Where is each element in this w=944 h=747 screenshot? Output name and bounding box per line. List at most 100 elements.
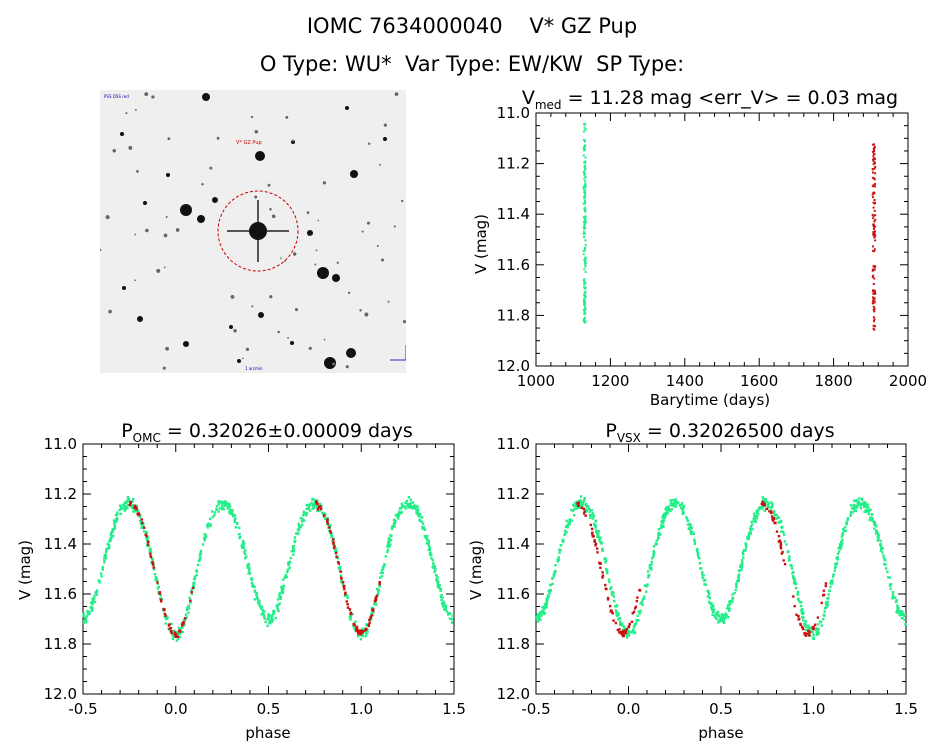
- y-tick-label: 12.0: [497, 685, 530, 703]
- phase-point-omc: [565, 519, 568, 523]
- phase-point-omc: [781, 530, 784, 533]
- phase-point-omc: [441, 603, 445, 606]
- phase-point-omc: [373, 602, 376, 606]
- phase-point-vsx: [168, 627, 171, 630]
- phase-point-omc: [853, 506, 857, 509]
- phase-point-vsx: [329, 531, 332, 534]
- finder-faint-star: [163, 266, 166, 269]
- phase-point-omc: [545, 602, 548, 606]
- phase-point-omc: [837, 547, 841, 550]
- phase-point-vsx: [621, 634, 625, 638]
- phase-point-omc: [443, 604, 446, 607]
- phase-point-omc: [89, 601, 93, 605]
- phase-point-omc: [381, 571, 384, 574]
- phase-point-omc: [386, 548, 390, 552]
- phase-point-omc: [427, 544, 431, 548]
- phase-point-omc: [418, 518, 422, 521]
- phase-point-omc: [541, 605, 544, 609]
- finder-faint-star: [308, 346, 312, 350]
- phase-point-omc: [337, 566, 340, 570]
- phase-point-omc: [128, 500, 131, 503]
- phase-point-omc: [275, 604, 278, 607]
- phase-point-vsx: [149, 555, 153, 559]
- phase-point-vsx: [633, 607, 637, 610]
- phase-point-omc: [689, 523, 692, 526]
- phase-point-omc: [750, 520, 753, 524]
- phase-point-omc: [594, 524, 597, 527]
- phase-point-omc: [568, 522, 571, 526]
- phase-point-omc: [882, 554, 885, 557]
- phase-point-omc: [578, 504, 582, 508]
- phase-point-omc: [615, 604, 619, 607]
- phase-point-omc: [737, 573, 741, 576]
- phase-point-omc: [680, 503, 684, 506]
- phase-point-omc: [764, 500, 767, 503]
- phase-point-omc: [650, 566, 653, 570]
- phase-point-omc: [155, 577, 158, 580]
- phase-point-vsx: [159, 598, 163, 602]
- phase-point-omc: [119, 512, 122, 516]
- phase-point-omc: [181, 626, 184, 629]
- lightcurve-point: [872, 214, 875, 217]
- phase-point-omc: [112, 528, 115, 531]
- phase-point-omc: [699, 567, 702, 570]
- phase-point-vsx: [628, 622, 632, 626]
- phase-point-omc: [321, 511, 324, 515]
- phase-point-omc: [293, 539, 296, 542]
- phase-point-omc: [250, 578, 254, 581]
- phase-point-omc: [113, 524, 116, 527]
- phase-point-omc: [577, 506, 580, 509]
- phase-point-omc: [606, 571, 609, 575]
- phase-point-omc: [210, 510, 214, 513]
- x-tick-label: 1.5: [894, 700, 918, 718]
- phase-point-vsx: [814, 623, 817, 626]
- phase-point-omc: [619, 623, 622, 627]
- phase-point-omc: [866, 503, 869, 506]
- lightcurve-point: [871, 268, 874, 271]
- lightcurve-point: [872, 249, 875, 252]
- phase-point-omc: [794, 581, 797, 585]
- lightcurve-point: [584, 172, 587, 175]
- phase-point-vsx: [816, 616, 820, 619]
- finder-star: [212, 197, 218, 203]
- phase-point-omc: [627, 630, 631, 633]
- phase-point-omc: [91, 609, 94, 612]
- finder-faint-star: [361, 230, 364, 233]
- phase-point-omc: [440, 593, 443, 597]
- phase-point-omc: [280, 587, 284, 591]
- phase-point-omc: [288, 560, 292, 564]
- phase-point-omc: [139, 519, 142, 523]
- phase-point-omc: [685, 516, 688, 519]
- phase-point-omc: [808, 626, 811, 629]
- lightcurve-point: [584, 261, 587, 264]
- phase-point-omc: [671, 502, 674, 505]
- phase-point-omc: [238, 536, 241, 540]
- lightcurve-point: [584, 148, 587, 151]
- phase-point-omc: [428, 548, 432, 551]
- phase-point-omc: [591, 513, 595, 517]
- phase-point-omc: [612, 592, 615, 595]
- phase-point-vsx: [595, 547, 599, 550]
- phase-point-vsx: [807, 632, 810, 636]
- phase-point-omc: [626, 629, 629, 633]
- phase-point-omc: [674, 505, 678, 508]
- phase-point-omc: [187, 605, 190, 608]
- finder-faint-star: [216, 136, 220, 140]
- phase-point-omc: [248, 566, 251, 570]
- phase-point-omc: [750, 523, 754, 527]
- phase-omc-frame: [82, 443, 455, 695]
- phase-point-omc: [591, 517, 595, 520]
- phase-point-vsx: [140, 518, 143, 521]
- phase-point-vsx: [317, 505, 321, 509]
- phase-point-omc: [412, 505, 415, 508]
- phase-point-omc: [682, 507, 685, 511]
- phase-point-omc: [91, 597, 94, 600]
- lightcurve-point: [874, 290, 877, 293]
- phase-point-omc: [375, 587, 379, 591]
- phase-point-vsx: [135, 506, 138, 509]
- phase-point-omc: [391, 525, 394, 528]
- phase-point-vsx: [621, 633, 624, 636]
- phase-point-omc: [729, 601, 732, 604]
- phase-point-vsx: [792, 595, 795, 598]
- lightcurve-point: [584, 301, 587, 304]
